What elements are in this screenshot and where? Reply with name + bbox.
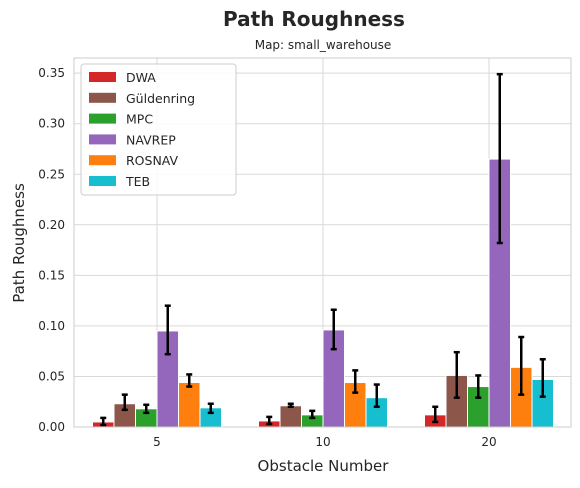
error-bar: [373, 383, 380, 409]
y-tick-labels: 0.00 0.05 0.10 0.15 0.20 0.25 0.30 0.35: [38, 66, 65, 434]
x-tick-labels: 5 10 20: [153, 435, 496, 449]
legend-swatch-rosnav: [89, 155, 116, 166]
y-tick-label: 0.20: [38, 218, 65, 232]
error-bar: [309, 409, 316, 420]
legend-label: DWA: [126, 70, 156, 85]
y-tick-label: 0.15: [38, 268, 65, 282]
legend-swatch-navrep: [89, 134, 116, 145]
error-bars: [100, 72, 546, 427]
x-tick-label: 10: [315, 435, 330, 449]
x-tick-label: 20: [481, 435, 496, 449]
error-bar: [432, 405, 439, 424]
error-bar: [330, 308, 337, 351]
chart-subtitle: Map: small_warehouse: [255, 38, 392, 52]
error-bar: [453, 350, 460, 399]
bar-güldenring: [279, 405, 302, 428]
legend-swatch-güldenring: [89, 92, 116, 103]
legend-label: Güldenring: [126, 91, 195, 106]
error-bar: [143, 403, 150, 415]
error-bar: [100, 416, 107, 427]
error-bar: [207, 402, 214, 415]
error-bar: [164, 304, 171, 356]
error-bar: [496, 72, 503, 245]
error-bar: [186, 373, 193, 388]
legend-swatch-dwa: [89, 72, 116, 82]
y-tick-label: 0.35: [38, 66, 65, 80]
legend: DWA Güldenring MPC NAVREP ROSNAV TEB: [80, 63, 237, 196]
legend-label: NAVREP: [126, 132, 176, 147]
y-tick-label: 0.05: [38, 369, 65, 383]
error-bar: [539, 358, 546, 398]
x-axis-label: Obstacle Number: [258, 457, 390, 475]
legend-label: MPC: [126, 112, 153, 127]
legend-label: ROSNAV: [126, 153, 179, 168]
y-tick-label: 0.30: [38, 117, 65, 131]
y-tick-label: 0.00: [38, 420, 65, 434]
error-bar: [475, 374, 482, 399]
legend-swatch-mpc: [89, 113, 116, 124]
plot-frame: [73, 57, 572, 428]
legend-box: [80, 63, 237, 196]
y-axis-label: Path Roughness: [10, 183, 28, 303]
legend-label: TEB: [125, 174, 150, 189]
legend-swatch-teb: [89, 176, 116, 186]
x-tick-label: 5: [153, 435, 161, 449]
y-tick-label: 0.10: [38, 319, 65, 333]
error-bar: [121, 393, 128, 412]
chart-title: Path Roughness: [223, 7, 405, 31]
error-bar: [518, 335, 525, 396]
error-bar: [287, 402, 294, 409]
y-tick-label: 0.25: [38, 167, 65, 181]
error-bar: [352, 369, 359, 394]
bar-rosnav: [178, 382, 201, 428]
error-bar: [266, 415, 273, 426]
